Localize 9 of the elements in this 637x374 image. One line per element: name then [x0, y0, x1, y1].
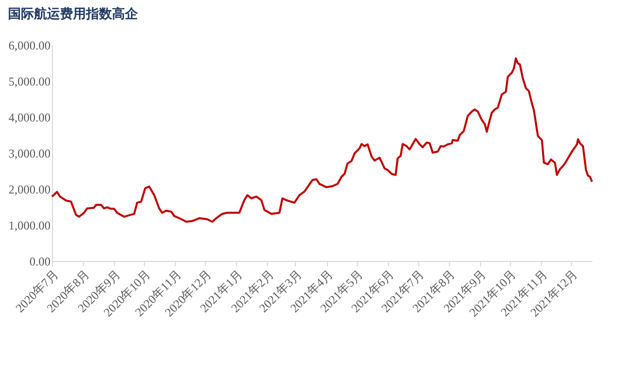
y-tick-label: 2,000.00: [8, 182, 50, 196]
y-tick-label: 1,000.00: [8, 218, 50, 232]
y-tick-label: 3,000.00: [8, 146, 50, 160]
chart-title: 国际航运费用指数高企: [8, 6, 139, 22]
y-tick-label: 4,000.00: [8, 110, 50, 124]
line-series: [51, 57, 593, 223]
y-tick-label: 5,000.00: [8, 74, 50, 88]
y-tick-label: 6,000.00: [8, 38, 50, 52]
y-tick-label: 0.00: [30, 254, 50, 268]
